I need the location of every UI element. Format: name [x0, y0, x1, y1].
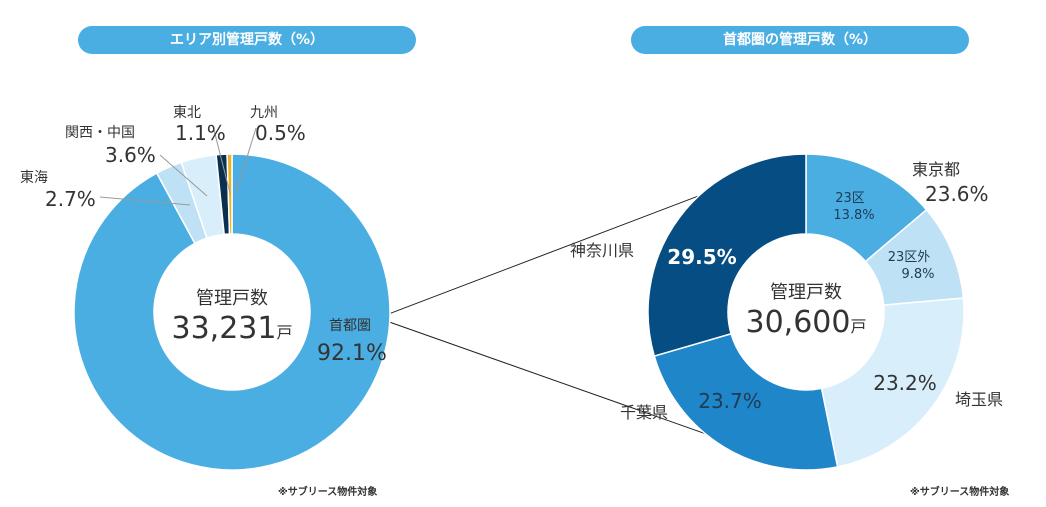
right-donut	[647, 153, 965, 471]
label-name-kansai: 関西・中国	[65, 125, 135, 141]
label-name-kanagawa: 神奈川県	[570, 241, 634, 260]
label-value-tokai: 2.7%	[45, 187, 96, 211]
label-name-tohoku: 東北	[173, 105, 201, 121]
left-center-unit: 戸	[276, 323, 292, 342]
slice-kyushu	[226, 153, 233, 235]
label-value-tokyo-outside: 9.8%	[901, 267, 934, 282]
right-center-unit: 戸	[850, 317, 866, 336]
leader-line-tokai	[99, 196, 191, 206]
left-center-value-group: 33,231戸	[172, 311, 293, 346]
right-footnote: ※サブリース物件対象	[910, 487, 1010, 498]
leader-line-kansai	[159, 154, 208, 197]
label-value-tokyo: 23.6%	[925, 182, 989, 206]
label-name-tokyo-23: 23区	[835, 191, 865, 206]
label-name-chiba: 千葉県	[620, 403, 668, 422]
label-name-tokai: 東海	[20, 170, 48, 186]
slice-kanagawa	[647, 153, 807, 358]
label-name-saitama: 埼玉県	[955, 390, 1003, 409]
slice-shutoken	[73, 153, 391, 471]
label-value-tohoku: 1.1%	[175, 121, 226, 145]
label-name-shutoken: 首都圏	[329, 318, 371, 334]
leader-line-kyushu	[235, 127, 257, 194]
leader-line-tohoku	[213, 129, 231, 194]
left-center-label: 管理戸数	[196, 288, 268, 309]
label-value-shutoken: 92.1%	[317, 341, 387, 366]
right-chart-title: 首都圏の管理戸数（%）	[631, 26, 969, 54]
label-name-kyushu: 九州	[250, 105, 278, 121]
left-donut	[73, 153, 391, 471]
label-name-tokyo-outside: 23区外	[888, 250, 931, 265]
left-chart-title: エリア別管理戸数（%）	[78, 26, 416, 54]
label-value-chiba: 23.7%	[698, 389, 762, 413]
slice-chiba	[653, 332, 839, 471]
label-value-kyushu: 0.5%	[255, 121, 306, 145]
slice-saitama	[820, 297, 965, 468]
label-name-tokyo: 東京都	[912, 160, 960, 179]
left-center-value: 33,231	[172, 311, 277, 346]
right-center-label: 管理戸数	[770, 282, 842, 303]
label-value-saitama: 23.2%	[873, 371, 937, 395]
label-value-tokyo-23: 13.8%	[833, 208, 874, 223]
right-center-value-group: 30,600戸	[746, 305, 867, 340]
left-footnote: ※サブリース物件対象	[278, 487, 378, 498]
label-value-kanagawa: 29.5%	[667, 245, 736, 269]
label-value-kansai: 3.6%	[105, 143, 156, 167]
right-center-value: 30,600	[746, 305, 851, 340]
